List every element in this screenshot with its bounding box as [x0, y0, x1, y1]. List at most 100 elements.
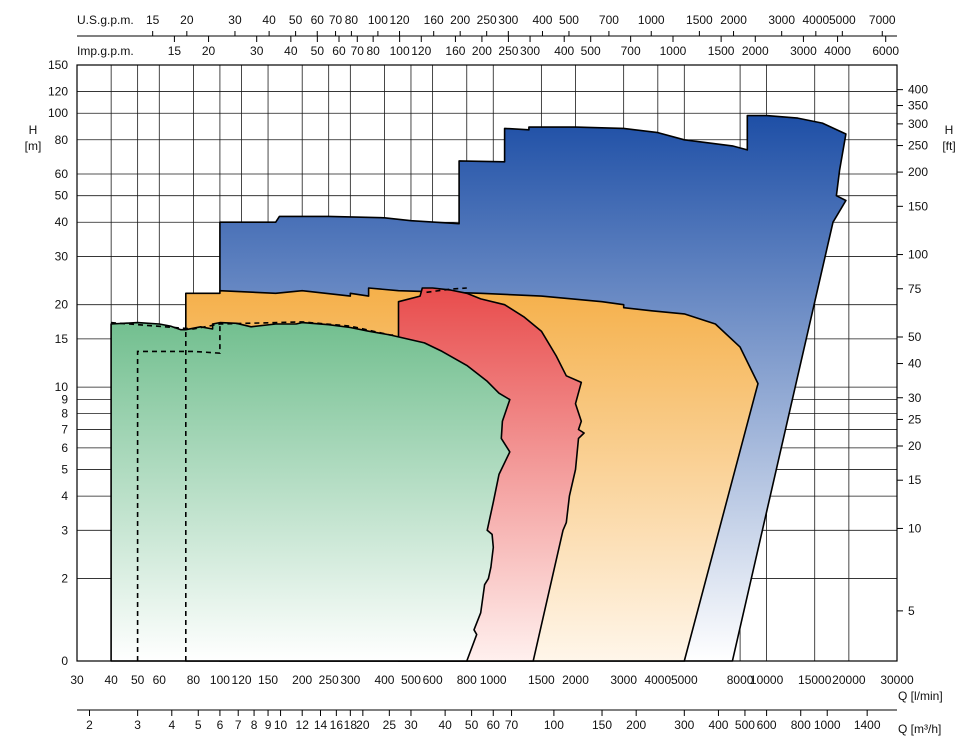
m3h-tick-label: 18	[344, 718, 358, 732]
x-tick-label-lpm: 40	[104, 673, 118, 687]
usgpm-tick-label: 5000	[829, 13, 856, 27]
y-tick-label-m: 60	[55, 167, 69, 181]
usgpm-unit-label: U.S.g.p.m.	[77, 13, 134, 27]
m3h-tick-label: 200	[626, 718, 646, 732]
m3h-tick-label: 400	[708, 718, 728, 732]
usgpm-tick-label: 700	[599, 13, 619, 27]
usgpm-tick-label: 200	[450, 13, 470, 27]
impgpm-tick-label: 20	[202, 44, 216, 58]
usgpm-tick-label: 15	[146, 13, 160, 27]
x-tick-label-lpm: 400	[374, 673, 394, 687]
y-tick-label-ft: 25	[908, 412, 922, 426]
y-tick-label-m: 20	[55, 298, 69, 312]
m3h-tick-label: 16	[330, 718, 344, 732]
y-tick-label-ft: 350	[908, 99, 928, 113]
y-tick-label-m: 9	[61, 393, 68, 407]
plot-border	[76, 64, 898, 662]
x-tick-label-lpm: 1500	[528, 673, 555, 687]
y-unit-m-line2: [m]	[25, 139, 42, 153]
impgpm-tick-label: 40	[284, 44, 298, 58]
usgpm-tick-label: 40	[262, 13, 276, 27]
x-tick-label-lpm: 60	[153, 673, 167, 687]
y-tick-label-m: 120	[48, 85, 68, 99]
impgpm-tick-label: 250	[498, 44, 518, 58]
usgpm-tick-label: 60	[311, 13, 325, 27]
x-tick-label-lpm: 80	[187, 673, 201, 687]
x-tick-label-lpm: 4000	[644, 673, 671, 687]
y-tick-label-m: 4	[61, 489, 68, 503]
impgpm-tick-label: 50	[311, 44, 325, 58]
m3h-tick-label: 12	[296, 718, 310, 732]
usgpm-tick-label: 120	[390, 13, 410, 27]
usgpm-tick-label: 500	[559, 13, 579, 27]
m3h-tick-label: 800	[791, 718, 811, 732]
impgpm-tick-label: 160	[445, 44, 465, 58]
usgpm-tick-label: 1500	[686, 13, 713, 27]
impgpm-tick-label: 80	[366, 44, 380, 58]
y-tick-label-m: 50	[55, 189, 69, 203]
usgpm-tick-label: 20	[180, 13, 194, 27]
usgpm-tick-label: 70	[329, 13, 343, 27]
y-tick-label-m: 3	[61, 523, 68, 537]
usgpm-tick-label: 160	[424, 13, 444, 27]
x-tick-label-lpm: 10000	[750, 673, 784, 687]
y-tick-label-m: 100	[48, 106, 68, 120]
y-tick-label-m: 150	[48, 58, 68, 72]
pump-range-area	[110, 321, 511, 662]
usgpm-tick-label: 100	[368, 13, 388, 27]
m3h-tick-label: 14	[314, 718, 328, 732]
y-tick-label-m: 80	[55, 133, 69, 147]
m3h-tick-label: 30	[404, 718, 418, 732]
m3h-tick-label: 40	[438, 718, 452, 732]
m3h-tick-label: 1400	[854, 718, 881, 732]
usgpm-tick-label: 300	[498, 13, 518, 27]
m3h-tick-label: 4	[168, 718, 175, 732]
x-tick-label-lpm: 50	[131, 673, 145, 687]
usgpm-tick-label: 1000	[638, 13, 665, 27]
m3h-tick-label: 1000	[814, 718, 841, 732]
dashed-curve	[111, 321, 396, 336]
x-tick-label-lpm: 800	[457, 673, 477, 687]
y-tick-label-m: 5	[61, 463, 68, 477]
impgpm-tick-label: 6000	[872, 44, 899, 58]
m3h-tick-label: 20	[356, 718, 370, 732]
y-tick-label-ft: 40	[908, 357, 922, 371]
y-tick-label-ft: 30	[908, 391, 922, 405]
y-tick-label-ft: 100	[908, 248, 928, 262]
impgpm-tick-label: 500	[581, 44, 601, 58]
impgpm-tick-label: 400	[554, 44, 574, 58]
usgpm-tick-label: 7000	[869, 13, 896, 27]
y-tick-label-m: 7	[61, 423, 68, 437]
impgpm-tick-label: 2000	[742, 44, 769, 58]
impgpm-tick-label: 120	[411, 44, 431, 58]
y-tick-label-ft: 10	[908, 521, 922, 535]
y-tick-label-ft: 200	[908, 165, 928, 179]
x-tick-label-lpm: 200	[292, 673, 312, 687]
m3h-tick-label: 600	[757, 718, 777, 732]
x-tick-label-lpm: 250	[319, 673, 339, 687]
usgpm-tick-label: 80	[345, 13, 359, 27]
x-tick-label-lpm: 30	[70, 673, 84, 687]
impgpm-tick-label: 100	[390, 44, 410, 58]
y-tick-label-ft: 15	[908, 473, 922, 487]
impgpm-unit-label: Imp.g.p.m.	[77, 44, 134, 58]
y-tick-label-m: 30	[55, 249, 69, 263]
usgpm-tick-label: 3000	[768, 13, 795, 27]
y-tick-label-ft: 5	[908, 604, 915, 618]
usgpm-tick-label: 50	[289, 13, 303, 27]
x-tick-label-lpm: 150	[258, 673, 278, 687]
x-tick-label-lpm: 2000	[562, 673, 589, 687]
y-tick-label-m: 6	[61, 441, 68, 455]
m3h-tick-label: 150	[592, 718, 612, 732]
pump-ranges	[110, 114, 847, 662]
usgpm-tick-label: 250	[477, 13, 497, 27]
y-unit-m-line1: H	[29, 123, 38, 137]
m3h-tick-label: 100	[544, 718, 564, 732]
y-tick-label-m: 15	[55, 332, 69, 346]
x-tick-label-lpm: 3000	[610, 673, 637, 687]
x-tick-label-lpm: 20000	[832, 673, 866, 687]
m3h-tick-label: 10	[274, 718, 288, 732]
y-tick-label-ft: 300	[908, 117, 928, 131]
y-tick-label-ft: 75	[908, 282, 922, 296]
x-tick-label-lpm: 30000	[880, 673, 914, 687]
